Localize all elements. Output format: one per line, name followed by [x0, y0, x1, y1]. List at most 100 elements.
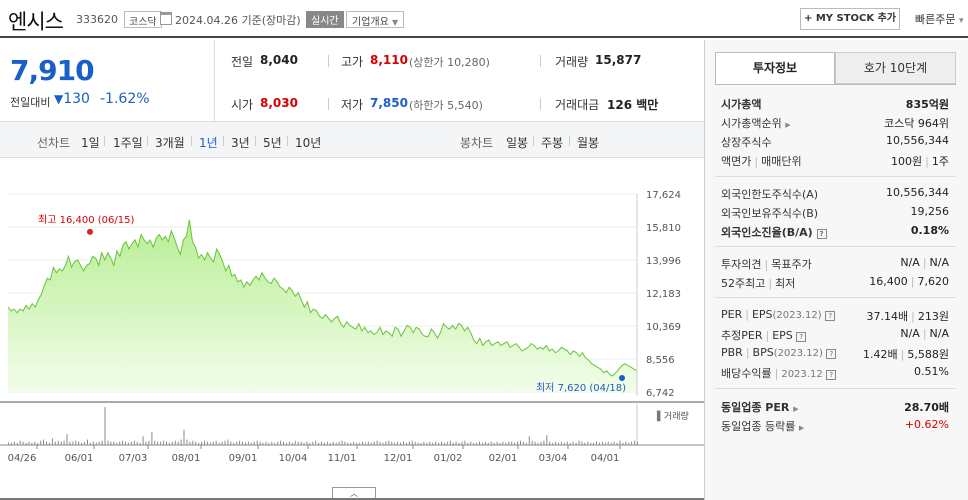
- volume-bar: [435, 441, 437, 445]
- opinion-value: N/A | N/A: [900, 256, 949, 269]
- period-10y[interactable]: 10년: [295, 136, 322, 150]
- candle-chart-label: 봉차트: [460, 136, 494, 150]
- volume-bar: [546, 435, 548, 445]
- volume-bar: [265, 441, 267, 445]
- volume-bar: [315, 440, 317, 445]
- volume-bar: [168, 442, 170, 445]
- volume-bar: [215, 440, 217, 445]
- volume-bar: [484, 441, 486, 445]
- x-tick-label: 08/01: [172, 453, 201, 464]
- help-icon[interactable]: ?: [816, 229, 827, 239]
- period-1d[interactable]: 1일: [81, 136, 100, 150]
- chevron-right-icon: ▶: [785, 121, 791, 129]
- open-label: 시가: [231, 98, 254, 112]
- volume-bar: [245, 442, 246, 445]
- cap-rank-row[interactable]: 시가총액순위 ▶ 코스닥 964위: [721, 115, 949, 133]
- per-value: 37.14배 | 213원: [866, 310, 949, 323]
- industry-per-row[interactable]: 동일업종 PER ▶ 28.70배: [721, 399, 949, 417]
- high-value: 8,110: [370, 53, 408, 67]
- tab-investment-info[interactable]: 투자정보: [715, 52, 835, 84]
- industry-change-row[interactable]: 동일업종 등락률 ▶ +0.62%: [721, 418, 949, 436]
- volume-bar: [338, 441, 340, 445]
- help-icon[interactable]: ?: [826, 370, 837, 380]
- volume-bar: [394, 442, 396, 445]
- shares-row: 상장주식수 10,556,344: [721, 134, 949, 152]
- target-val: N/A: [929, 256, 949, 269]
- eps-val: 213원: [917, 310, 949, 323]
- date-basis: 2024.04.26 기준(장마감): [175, 12, 301, 28]
- company-info-label: 기업개요: [352, 17, 389, 28]
- volume-bar: [133, 440, 135, 445]
- x-tick-label: 12/01: [384, 453, 413, 464]
- volume-bar: [628, 442, 630, 445]
- volume-bar: [347, 442, 349, 445]
- tab-order-book[interactable]: 호가 10단계: [835, 52, 956, 84]
- divider: [715, 297, 956, 298]
- quick-order-label: 빠른주문: [915, 13, 956, 26]
- per-text: PER: [721, 308, 743, 321]
- volume-bar: [259, 441, 261, 445]
- volume-bar: [78, 441, 80, 445]
- volume-bar: [359, 442, 361, 445]
- volume-bar: [321, 441, 322, 445]
- volume-bar: [625, 441, 627, 445]
- par-value: 100원: [891, 155, 923, 168]
- period-3y[interactable]: 3년: [231, 136, 250, 150]
- per-row: PER | EPS(2023.12) ? 37.14배 | 213원: [721, 308, 949, 326]
- period-1y[interactable]: 1년: [199, 136, 218, 150]
- volume-bar: [84, 441, 86, 445]
- x-tick-label: 10/04: [279, 453, 308, 464]
- volume-bar: [19, 440, 21, 445]
- x-tick-label: 04/26: [8, 453, 37, 464]
- help-icon[interactable]: ?: [826, 349, 837, 359]
- bps-val: 5,588원: [907, 348, 949, 361]
- volume-bar: [558, 442, 559, 445]
- x-axis: 04/26 06/01 07/03 08/01 09/01 10/04 11/01 12/01…: [8, 445, 621, 464]
- help-icon[interactable]: ?: [796, 332, 807, 342]
- volume-bar: [446, 441, 448, 445]
- volume-bar: [72, 441, 74, 445]
- low-annotation: 최저 7,620 (04/18): [536, 382, 626, 394]
- cap-rank-label: 시가총액순위 ▶: [721, 115, 791, 131]
- period-3m[interactable]: 3개월: [155, 136, 185, 150]
- volume-bar: [95, 442, 97, 445]
- divider: [328, 55, 329, 67]
- volume-bar: [449, 440, 451, 445]
- price-line: [7, 219, 638, 377]
- divider: [287, 136, 288, 146]
- candle-monthly[interactable]: 월봉: [577, 136, 600, 150]
- unit-label: 매매단위: [761, 155, 802, 168]
- volume-bar: [306, 441, 308, 445]
- period-1w[interactable]: 1주일: [113, 136, 143, 150]
- period-5y[interactable]: 5년: [263, 136, 282, 150]
- collapse-chart-button[interactable]: ︿: [332, 487, 376, 500]
- quick-order-button[interactable]: 빠른주문 ▾: [915, 11, 964, 27]
- volume-bar: [403, 441, 404, 445]
- volume-bar: [218, 442, 220, 445]
- realtime-button[interactable]: 실시간: [306, 11, 344, 28]
- volume-bar: [253, 441, 255, 445]
- divider: [0, 498, 704, 500]
- volume-bar: [443, 442, 445, 445]
- candle-weekly[interactable]: 주봉: [541, 136, 564, 150]
- add-mystock-button[interactable]: + MY STOCK 추가: [800, 8, 900, 30]
- y-tick-label: 6,742: [646, 388, 675, 399]
- help-icon[interactable]: ?: [825, 311, 836, 321]
- price-chart[interactable]: 17,624 15,810 13,996 12,183 10,369 8,556 6,742…: [0, 158, 704, 488]
- volume-bar: [385, 441, 387, 445]
- est-per-label: 추정PER | EPS ?: [721, 327, 807, 343]
- volume-bar: [423, 441, 425, 445]
- volume-bar: [344, 441, 346, 445]
- est-eps-val: N/A: [929, 327, 949, 340]
- candle-daily[interactable]: 일봉: [506, 136, 529, 150]
- volume-bar: [464, 440, 466, 445]
- volume-bar: [40, 440, 42, 445]
- volume-bar: [87, 439, 88, 445]
- volume-bar: [391, 441, 393, 445]
- est-per-row: 추정PER | EPS ? N/A | N/A: [721, 327, 949, 345]
- low-label: 저가: [341, 98, 364, 112]
- volume-bar: [531, 440, 533, 445]
- volume-bar: [373, 441, 375, 445]
- volume-bar: [522, 441, 524, 445]
- company-info-dropdown[interactable]: 기업개요 ▼: [346, 11, 405, 28]
